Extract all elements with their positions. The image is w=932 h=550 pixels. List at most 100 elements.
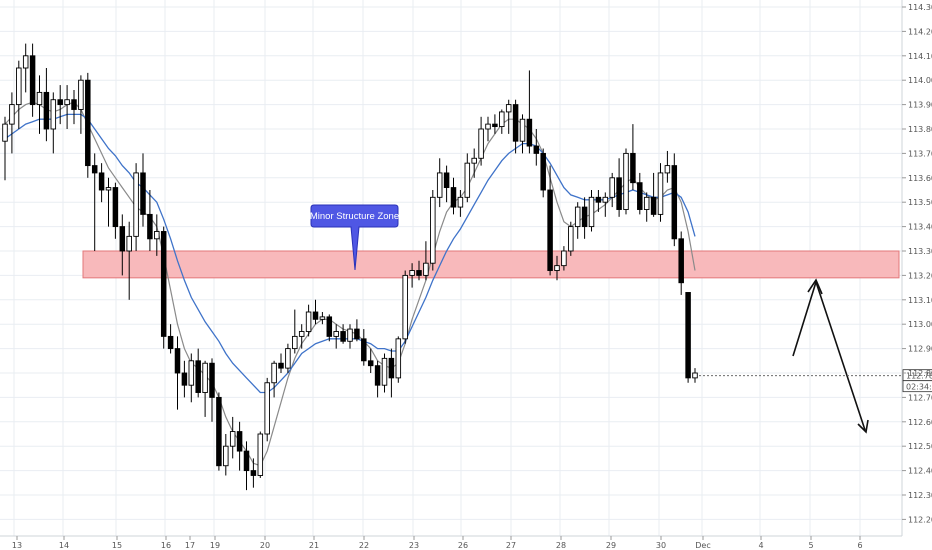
candle-body <box>285 348 291 369</box>
candle <box>512 99 519 154</box>
x-tick-label: 15 <box>112 541 122 550</box>
candle <box>436 158 443 208</box>
candle-body <box>492 123 498 128</box>
candle <box>223 434 229 476</box>
candle-body <box>471 157 477 164</box>
candle-body <box>347 328 353 342</box>
candle <box>616 158 622 217</box>
candle-body <box>499 111 505 128</box>
candle <box>630 124 636 190</box>
candle-body <box>374 365 381 386</box>
candle-body <box>581 206 588 228</box>
candle-body <box>16 67 22 106</box>
y-tick-label: 113.400 <box>908 223 932 232</box>
candle <box>609 172 615 208</box>
candle <box>236 421 243 471</box>
candle <box>678 231 684 295</box>
candle <box>478 116 484 166</box>
candle-body <box>98 172 105 191</box>
y-tick-label: 113.300 <box>908 247 932 256</box>
candle <box>485 116 491 142</box>
candle <box>650 172 657 217</box>
candle-body <box>36 91 43 106</box>
candle <box>326 314 333 342</box>
candle <box>167 324 174 354</box>
candle <box>29 43 36 117</box>
candle <box>568 221 574 256</box>
x-tick-label: 17 <box>185 541 195 550</box>
y-tick-label: 113.100 <box>908 296 932 305</box>
candle-body <box>140 172 146 215</box>
candle-body <box>650 196 657 215</box>
candle-body <box>450 187 457 208</box>
y-tick-label: 112.600 <box>908 418 932 427</box>
candle-body <box>50 99 57 130</box>
candle-body <box>29 55 36 106</box>
candle-body <box>568 226 574 252</box>
candle <box>9 92 15 154</box>
zone-callout-label: Minor Structure Zone <box>310 211 399 222</box>
candle <box>430 190 436 271</box>
candle <box>540 148 546 198</box>
candle <box>692 368 698 383</box>
candle-body <box>250 470 257 476</box>
candle-body <box>354 328 360 340</box>
projection-arrow-path <box>792 279 866 431</box>
y-tick-label: 113.000 <box>908 320 932 329</box>
candle-body <box>547 189 553 271</box>
candle <box>160 226 167 349</box>
candle-body <box>595 196 602 203</box>
candle-body <box>588 196 595 228</box>
candle-body <box>223 445 229 467</box>
candle <box>140 153 146 227</box>
candle-body <box>333 331 339 337</box>
candle <box>16 60 22 129</box>
candle-body <box>202 362 208 393</box>
candle <box>361 329 367 366</box>
candle-body <box>112 187 119 228</box>
x-tick-label: 4 <box>758 541 763 550</box>
y-tick-label: 113.700 <box>908 149 932 158</box>
candle <box>271 360 277 398</box>
candle-body <box>167 335 174 350</box>
candle-body <box>209 362 215 398</box>
candle-body <box>57 99 63 106</box>
candle <box>50 92 57 154</box>
candle <box>119 214 126 276</box>
y-tick-label: 112.900 <box>908 345 932 354</box>
candle-body <box>609 177 615 198</box>
candle-body <box>540 152 546 191</box>
x-tick-label: 27 <box>506 541 516 550</box>
y-tick-label: 112.700 <box>908 393 932 402</box>
y-tick-label: 112.200 <box>908 515 932 524</box>
candle-body <box>623 152 629 210</box>
candle <box>333 324 339 349</box>
candle <box>457 190 464 217</box>
candle-body <box>257 433 264 476</box>
candle-body <box>319 316 326 320</box>
candle <box>685 292 691 383</box>
x-tick-label: 16 <box>161 541 171 550</box>
candle-body <box>395 338 402 379</box>
candle <box>188 353 195 403</box>
y-tick-label: 112.400 <box>908 467 932 476</box>
fast-ma-line <box>4 101 696 467</box>
candle-body <box>278 362 284 369</box>
candle <box>91 153 98 251</box>
candle <box>664 150 671 183</box>
candle <box>264 377 270 442</box>
candle-body <box>367 360 374 367</box>
candle-body <box>443 172 450 189</box>
candle <box>450 177 457 215</box>
candle <box>340 324 346 344</box>
candle <box>347 324 353 349</box>
structure-zone-rect <box>82 250 900 279</box>
candle-body <box>526 118 533 147</box>
candle <box>2 116 8 181</box>
candle <box>216 392 222 471</box>
x-tick-label: 29 <box>606 541 616 550</box>
candle <box>209 358 215 422</box>
candle <box>374 360 381 398</box>
candle <box>526 70 533 154</box>
